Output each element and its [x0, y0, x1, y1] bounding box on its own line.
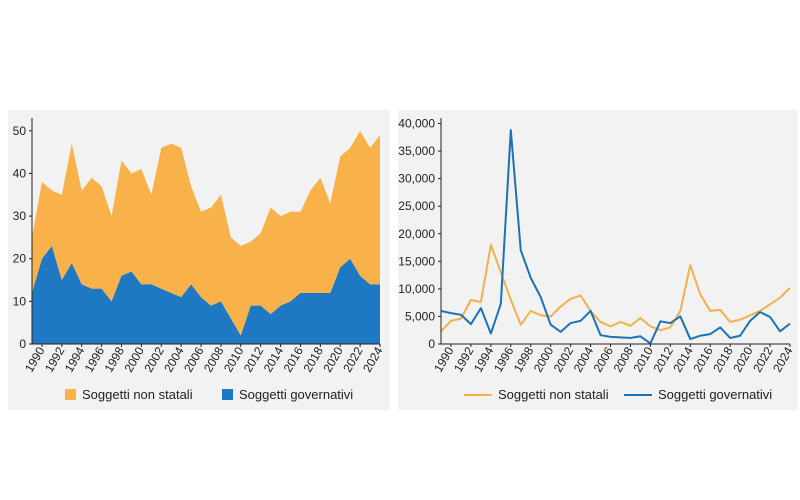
line-y-tick-label: 10,000	[398, 282, 435, 296]
area-y-ticks: 0 10 20 30 40 50	[13, 124, 32, 351]
line-y-tick-label: 35,000	[398, 144, 435, 158]
legend-label-non-state: Soggetti non statali	[82, 387, 193, 402]
area-y-tick-label: 0	[19, 337, 26, 351]
area-plot	[32, 130, 380, 344]
area-y-tick-label: 30	[13, 209, 27, 223]
area-series-non-state	[32, 130, 380, 336]
legend-label-non-state-line: Soggetti non statali	[498, 387, 609, 402]
line-y-ticks: 0 5,000 10,000 15,000 20,000 25,000 30,000 35,0…	[398, 117, 441, 351]
line-plot	[440, 129, 791, 345]
legend-label-government-line: Soggetti governativi	[658, 387, 772, 402]
line-y-tick-label: 0	[428, 337, 435, 351]
line-y-tick-label: 30,000	[398, 172, 435, 186]
line-y-tick-label: 25,000	[398, 199, 435, 213]
legend-swatch-non-state	[65, 389, 76, 400]
line-y-tick-label: 15,000	[398, 254, 435, 268]
area-y-tick-label: 20	[13, 252, 27, 266]
line-series-non-state	[440, 243, 791, 333]
line-chart-background	[398, 110, 798, 410]
legend-swatch-government	[222, 389, 233, 400]
area-series-government	[32, 245, 380, 344]
area-y-tick-label: 50	[13, 124, 27, 138]
line-y-tick-label: 40,000	[398, 117, 435, 131]
line-y-tick-label: 20,000	[398, 227, 435, 241]
legend-label-government: Soggetti governativi	[239, 387, 353, 402]
area-y-tick-label: 10	[13, 294, 27, 308]
line-legend: Soggetti non statali Soggetti governativ…	[464, 387, 772, 402]
area-legend: Soggetti non statali Soggetti governativ…	[65, 387, 353, 402]
line-y-tick-label: 5,000	[405, 309, 435, 323]
area-y-tick-label: 40	[13, 166, 27, 180]
line-chart-panel: 0 5,000 10,000 15,000 20,000 25,000 30,000 35,0…	[398, 110, 798, 410]
line-series-government	[440, 129, 791, 345]
